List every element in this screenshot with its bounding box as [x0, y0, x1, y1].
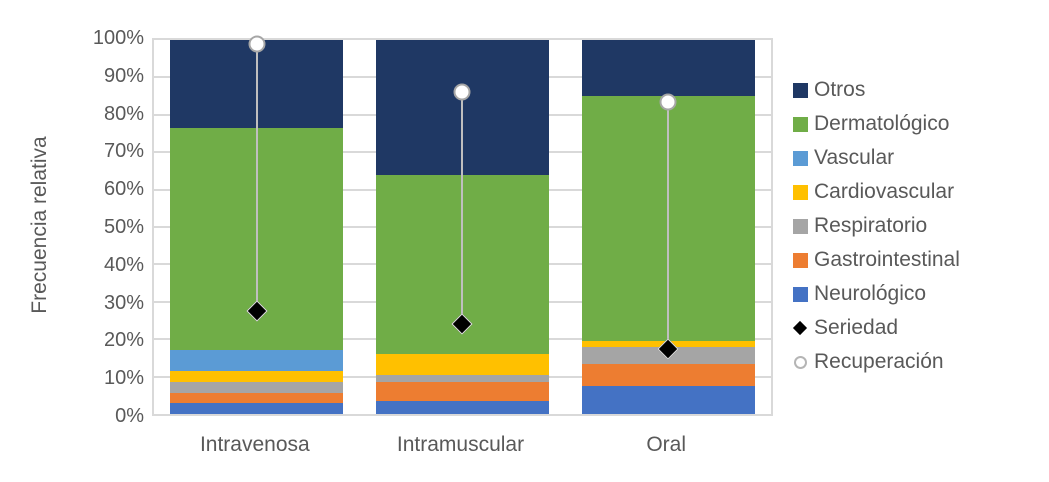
- y-axis-tick-labels: 0% 10% 20% 30% 40% 50% 60% 70% 80% 90% 100%: [0, 28, 144, 426]
- x-axis-label-intramuscular: Intramuscular: [396, 433, 525, 456]
- legend-item-vascular: Vascular: [793, 141, 960, 175]
- bar-slot-intramuscular: [360, 40, 566, 414]
- bar-segment-cardiovascular: [170, 371, 344, 383]
- legend-label: Vascular: [814, 146, 895, 169]
- y-tick-label: 100%: [92, 27, 144, 49]
- bar-slot-oral: [565, 40, 771, 414]
- y-tick-label: 30%: [103, 291, 144, 314]
- bar-segment-vascular: [170, 350, 344, 371]
- legend-label: Seriedad: [814, 316, 899, 339]
- legend-label: Respiratorio: [814, 214, 928, 237]
- legend-swatch-cardiovascular: [793, 184, 808, 200]
- range-line-oral: [667, 101, 670, 349]
- legend-swatch-neurologico: [793, 286, 808, 302]
- legend-swatch-respiratorio: [793, 218, 808, 234]
- legend-item-otros: Otros: [793, 73, 960, 107]
- legend-label: Dermatológico: [814, 112, 950, 135]
- x-axis-label-intravenosa: Intravenosa: [199, 433, 310, 456]
- legend-label: Recuperación: [814, 350, 944, 373]
- x-axis-label-oral: Oral: [646, 433, 686, 456]
- bar-segment-gastrointestinal: [581, 363, 755, 386]
- legend-label: Otros: [814, 78, 866, 101]
- legend-item-respiratorio: Respiratorio: [793, 209, 960, 243]
- recuperacion-marker: [659, 93, 677, 111]
- bar-segment-cardiovascular: [376, 354, 549, 375]
- recuperacion-marker: [248, 35, 266, 53]
- legend-swatch-vascular: [793, 150, 808, 166]
- y-tick-label: 80%: [103, 102, 144, 125]
- seriedad-diamond-icon: [792, 320, 808, 336]
- legend-swatch-dermatologico: [793, 116, 808, 132]
- y-tick-label: 20%: [103, 329, 144, 352]
- bar-segment-neurologico: [376, 400, 549, 414]
- legend-item-recuperacion: Recuperación: [793, 345, 960, 379]
- plot-area: [152, 35, 773, 416]
- legend-item-seriedad: Seriedad: [792, 311, 960, 345]
- bar-segment-respiratorio: [170, 382, 344, 394]
- recuperacion-circle-icon: [794, 355, 807, 369]
- bar-segment-gastrointestinal: [376, 382, 549, 401]
- legend-item-gastrointestinal: Gastrointestinal: [793, 243, 960, 277]
- legend-label: Cardiovascular: [814, 180, 955, 203]
- y-tick-label: 0%: [115, 405, 144, 427]
- y-tick-label: 70%: [103, 140, 144, 163]
- y-tick-label: 10%: [103, 367, 144, 390]
- bar-slot-intravenosa: [154, 35, 360, 414]
- y-tick-label: 40%: [103, 253, 144, 276]
- bar-segment-respiratorio: [376, 374, 549, 383]
- x-axis-labels: Intravenosa Intramuscular Oral: [152, 433, 773, 459]
- bar-segment-neurologico: [170, 402, 344, 414]
- bar-segment-neurologico: [581, 385, 755, 414]
- legend-item-cardiovascular: Cardiovascular: [793, 175, 960, 209]
- legend-item-dermatologico: Dermatológico: [793, 107, 960, 141]
- recuperacion-marker: [453, 83, 471, 101]
- legend-label: Gastrointestinal: [814, 248, 960, 271]
- legend-swatch-otros: [793, 82, 808, 98]
- legend-item-neurologico: Neurológico: [793, 277, 960, 311]
- legend: Otros Dermatológico Vascular Cardiovascular…: [792, 73, 960, 379]
- range-line-intravenosa: [255, 43, 258, 312]
- legend-label: Neurológico: [814, 282, 927, 305]
- bar-segment-otros: [581, 40, 755, 97]
- range-line-intramuscular: [461, 92, 464, 325]
- y-tick-label: 90%: [103, 64, 144, 87]
- stacked-bar-oral: [581, 40, 755, 414]
- y-tick-label: 50%: [103, 216, 144, 238]
- legend-swatch-gastrointestinal: [793, 252, 808, 268]
- bar-segment-gastrointestinal: [170, 393, 344, 403]
- y-tick-label: 60%: [103, 178, 144, 201]
